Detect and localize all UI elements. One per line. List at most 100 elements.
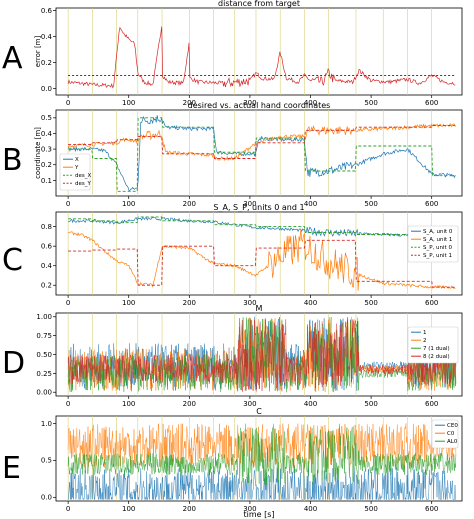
x-tick-label: 200 <box>183 99 196 107</box>
x-tick-label: 600 <box>425 99 438 107</box>
x-tick-label: 100 <box>122 299 135 307</box>
panel-e: C 0.0 0.5 1.0 0 100 200 300 400 500 600 CE0 C0 AL0 <box>41 407 463 513</box>
plot-area <box>67 313 457 396</box>
panel-title: distance from target <box>218 0 300 8</box>
x-tick-label: 300 <box>243 200 256 208</box>
legend: S_A, unit 0 S_A, unit 1 S_P, unit 0 S_P, un… <box>407 225 459 263</box>
legend-entry: des_X <box>75 173 91 179</box>
panel-c: S_A, S_P, units 0 and 1 0.2 0.4 0.6 0.8 0 100 2… <box>41 203 463 307</box>
legend-box <box>59 153 91 191</box>
x-tick-label: 100 <box>122 200 135 208</box>
legend-entry: X <box>75 157 79 163</box>
legend-entry: 8 (2 dual) <box>423 354 450 360</box>
y-tick-label: 0.50 <box>36 351 52 359</box>
y-tick-label: 0.00 <box>36 389 52 397</box>
panel-title: desired vs. actual hand coordinates <box>188 101 331 110</box>
x-tick-label: 500 <box>364 99 377 107</box>
plot-frame <box>55 211 463 296</box>
y-tick-label: 0.8 <box>41 223 52 231</box>
legend-entry: AL0 <box>447 439 458 445</box>
y-tick-label: 0.4 <box>41 33 53 41</box>
series-line-error <box>67 26 456 89</box>
x-tick-label: 0 <box>66 99 70 107</box>
legend-entry: C0 <box>447 431 455 437</box>
panel-title: M <box>256 304 263 313</box>
legend-box <box>407 225 459 263</box>
y-tick-label: 0.0 <box>41 494 52 502</box>
x-tick-label: 400 <box>304 400 317 408</box>
x-tick-label: 600 <box>425 400 438 408</box>
legend-entry: CE0 <box>447 423 458 429</box>
y-axis-label: coordinate [m] <box>34 127 42 179</box>
legend-box <box>407 326 459 364</box>
legend: CE0 C0 AL0 <box>431 419 458 449</box>
x-tick-label: 200 <box>183 505 196 513</box>
series-line-des-y <box>68 125 456 159</box>
x-tick-label: 300 <box>243 400 256 408</box>
panel-letter-d: D <box>2 346 25 381</box>
x-tick-label: 200 <box>183 200 196 208</box>
x-tick-label: 0 <box>66 299 70 307</box>
x-tick-label: 300 <box>243 99 256 107</box>
panel-b: desired vs. actual hand coordinates coord… <box>34 101 463 208</box>
x-tick-label: 100 <box>122 400 135 408</box>
x-tick-label: 100 <box>122 505 135 513</box>
x-tick-label: 300 <box>243 299 256 307</box>
x-tick-label: 200 <box>183 400 196 408</box>
series-line-des-x <box>68 117 456 192</box>
y-tick-label: 0.5 <box>41 457 52 465</box>
series-line-1 <box>67 316 457 392</box>
x-tick-label: 600 <box>425 200 438 208</box>
x-tick-label: 300 <box>243 505 256 513</box>
panel-title: C <box>256 407 262 416</box>
y-tick-label: 0.2 <box>41 59 52 67</box>
series-line-s-p-unit-0 <box>68 216 456 237</box>
y-tick-label: 0.2 <box>41 282 52 290</box>
legend: 1 2 7 (1 dual) 8 (2 dual) <box>407 326 459 364</box>
y-tick-label: 1.0 <box>41 420 52 428</box>
series-line-s-a-unit-1 <box>67 228 456 291</box>
x-tick-label: 400 <box>304 200 317 208</box>
x-tick-label: 0 <box>66 505 70 513</box>
y-tick-label: 0.0 <box>41 85 52 93</box>
legend-entry: S_A, unit 0 <box>423 229 453 235</box>
x-tick-label: 0 <box>66 400 70 408</box>
y-tick-label: 0.2 <box>41 161 52 169</box>
panel-a: distance from target error [m] 0.0 0.2 0.4 0.… <box>34 0 463 107</box>
x-tick-label: 500 <box>364 200 377 208</box>
legend-entry: 2 <box>423 338 427 344</box>
y-tick-label: 0.1 <box>41 177 52 185</box>
x-tick-label: 0 <box>66 200 70 208</box>
x-tick-label: 400 <box>304 299 317 307</box>
y-tick-label: 0.25 <box>36 370 52 378</box>
legend-entry: 7 (1 dual) <box>423 346 450 352</box>
legend-entry: Y <box>74 165 79 171</box>
panel-letter-b: B <box>2 143 23 178</box>
y-tick-label: 0.6 <box>41 7 53 15</box>
series-line-s-p-unit-1 <box>68 239 456 288</box>
y-tick-label: 0.3 <box>41 145 52 153</box>
y-tick-label: 0.4 <box>41 130 53 138</box>
series-line-8-2-dual- <box>67 317 457 393</box>
legend-entry: S_P, unit 1 <box>423 253 452 259</box>
legend-entry: S_P, unit 0 <box>423 245 452 251</box>
x-tick-label: 600 <box>425 299 438 307</box>
series-line-s-a-unit-0 <box>67 216 456 240</box>
legend-entry: 1 <box>423 330 427 336</box>
y-tick-label: 0.5 <box>41 114 52 122</box>
x-tick-label: 500 <box>364 505 377 513</box>
series-line-ce0 <box>68 467 456 501</box>
y-tick-label: 0.4 <box>41 262 53 270</box>
plot-area <box>67 8 456 95</box>
y-axis-label: error [m] <box>34 36 42 68</box>
series-line-x <box>68 115 456 191</box>
y-tick-label: 0.75 <box>36 332 52 340</box>
x-tick-label: 500 <box>364 400 377 408</box>
x-tick-label: 600 <box>425 505 438 513</box>
legend-entry: S_A, unit 1 <box>423 237 452 243</box>
panel-letter-e: E <box>2 451 21 486</box>
panel-title: S_A, S_P, units 0 and 1 <box>213 203 304 212</box>
x-tick-label: 400 <box>304 505 317 513</box>
